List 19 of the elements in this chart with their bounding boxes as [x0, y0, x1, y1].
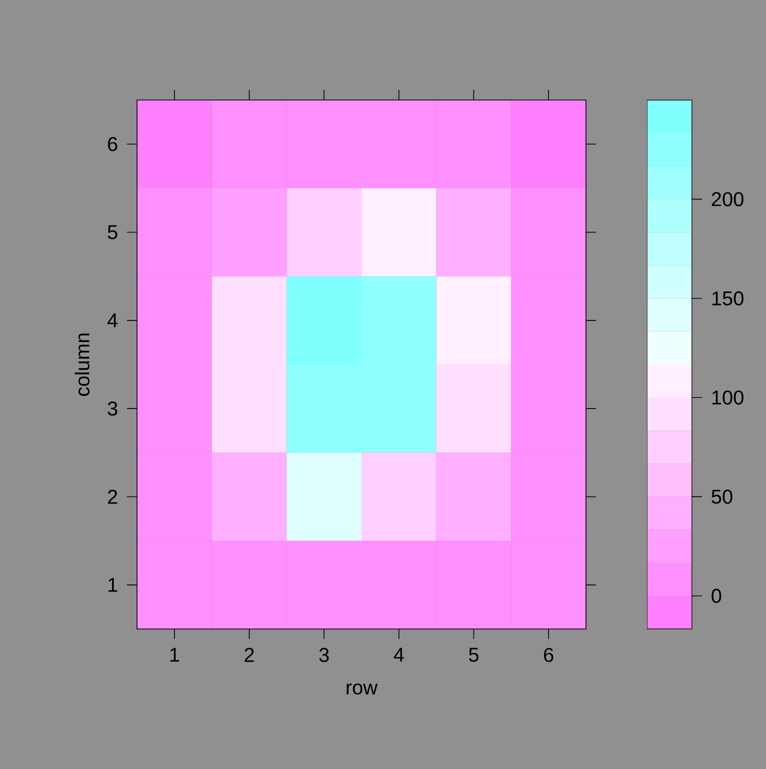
color-bar-label: 100 [712, 390, 744, 405]
y-tick-label: 6 [108, 137, 118, 152]
x-tick-label: 6 [544, 648, 554, 662]
y-tick-label: 4 [107, 314, 118, 328]
color-bar-label: 50 [712, 490, 732, 504]
y-tick-label: 3 [108, 402, 118, 416]
color-bar-label: 0 [712, 588, 722, 603]
x-tick-label: 1 [170, 648, 179, 662]
y-tick-label: 5 [108, 225, 118, 240]
x-axis-title: row [346, 684, 378, 694]
y-tick-label: 2 [108, 490, 118, 504]
x-tick-label: 5 [468, 648, 478, 662]
y-axis-title: column [74, 334, 90, 396]
x-tick-label: 2 [244, 648, 254, 662]
y-tick-label: 1 [108, 578, 118, 592]
color-bar-label: 200 [712, 192, 744, 206]
x-tick-label: 4 [394, 648, 404, 662]
color-bar-label: 150 [712, 291, 744, 306]
x-tick-label: 3 [319, 648, 329, 662]
